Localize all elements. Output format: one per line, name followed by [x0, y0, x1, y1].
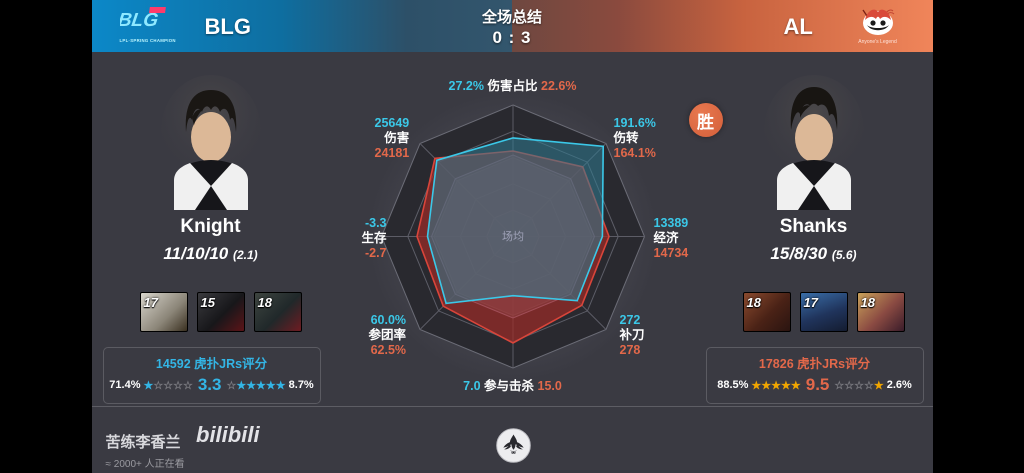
- svg-text:场均: 场均: [502, 229, 524, 243]
